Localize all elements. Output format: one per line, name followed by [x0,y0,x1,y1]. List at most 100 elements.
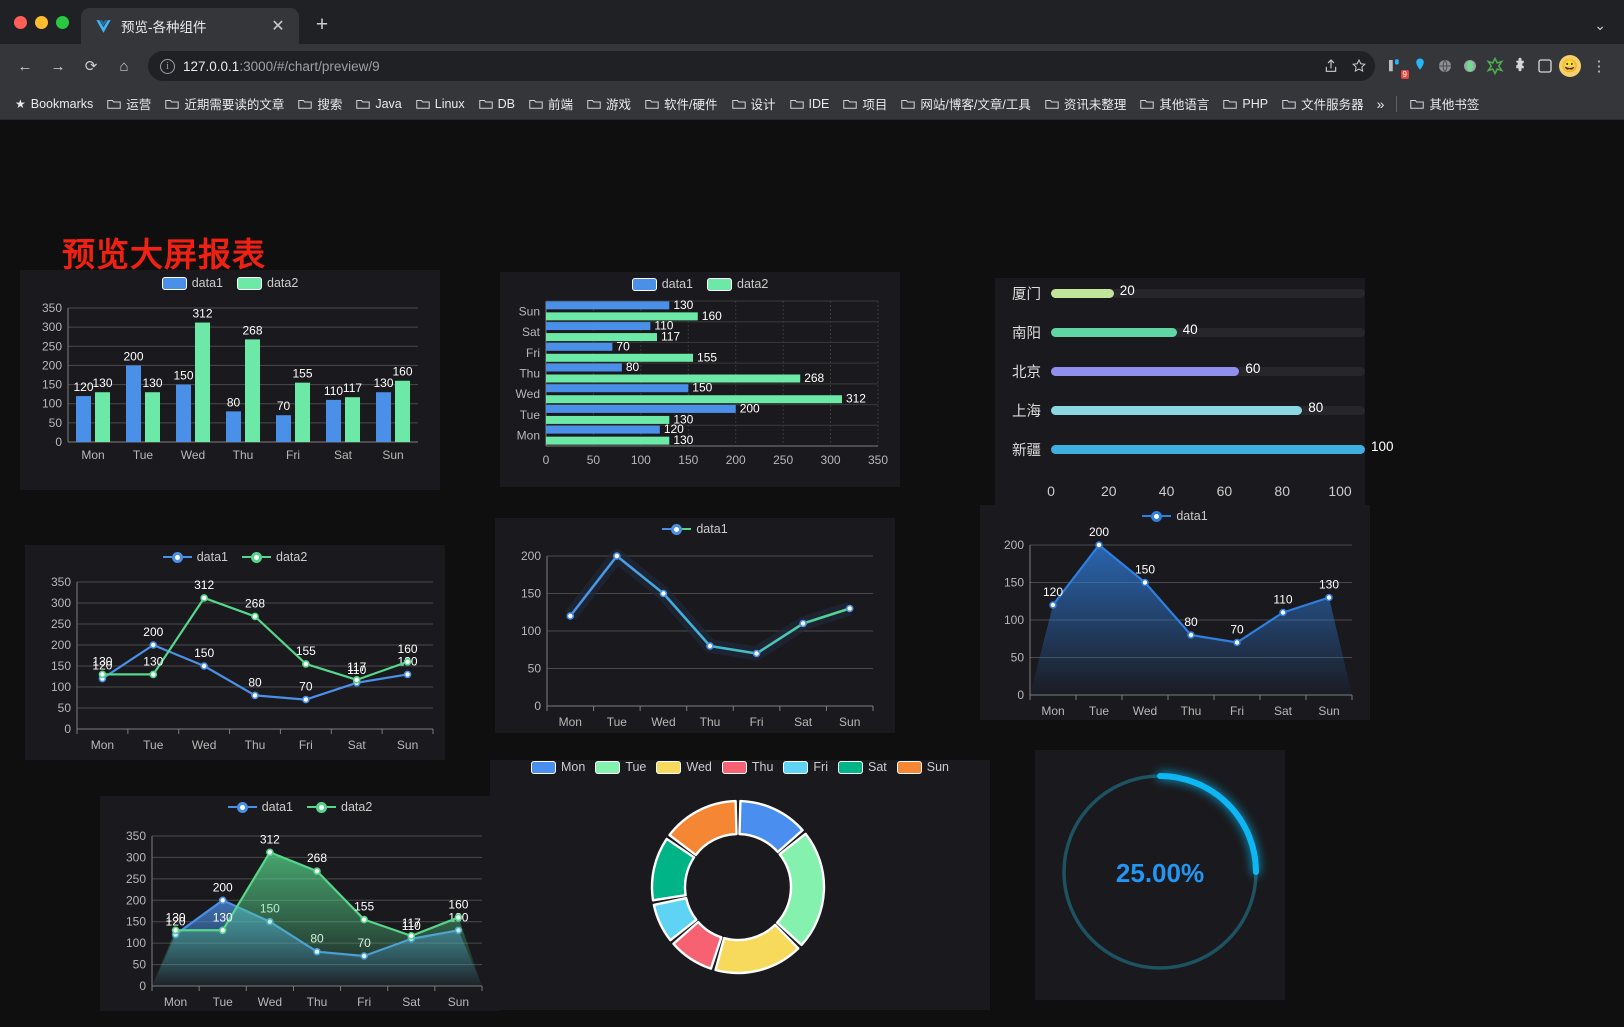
bar[interactable] [546,333,657,342]
bar[interactable] [546,312,698,321]
home-button[interactable]: ⌂ [119,57,129,75]
extension-badge-icon[interactable]: 9 [1384,55,1409,79]
data-point[interactable] [407,932,416,940]
bar[interactable] [546,415,670,424]
data-point[interactable] [302,660,310,668]
bar[interactable] [546,404,736,413]
bar[interactable] [546,395,842,404]
gauge-progress-arc[interactable] [1157,773,1259,875]
data-point[interactable] [799,619,807,628]
star-icon[interactable] [1351,58,1367,74]
data-point[interactable] [845,604,854,613]
pie-slice[interactable] [672,920,723,970]
bar[interactable] [546,425,660,434]
data-point[interactable] [149,641,158,649]
bar[interactable] [546,322,651,331]
puzzle-extensions-icon[interactable] [1509,55,1531,77]
legend-item[interactable]: Thu [721,760,773,774]
pin-extension-icon[interactable] [1409,55,1431,77]
bookmark-item[interactable]: 游戏 [580,91,638,116]
new-tab-button[interactable]: + [315,13,329,36]
bookmark-item[interactable]: 文件服务器 [1275,91,1371,116]
address-bar[interactable]: i 127.0.0.1:3000/#/chart/preview/9 [148,51,1375,81]
site-info-icon[interactable]: i [160,58,175,74]
chart-donut[interactable]: Mon Tue Wed Thu Fri Sat Sun [490,760,990,1010]
chart-area-single[interactable]: data1 0 50 100 150 200 Mon Tue Wed Thu Fri Sat Sun 1… [980,505,1370,720]
data-point[interactable] [251,612,259,621]
close-window-button[interactable] [14,15,27,29]
bar[interactable] [546,301,670,310]
maximize-window-button[interactable] [56,15,69,29]
browser-menu-button[interactable]: ⋮ [1591,58,1607,75]
bar[interactable] [195,322,210,442]
other-bookmarks-item[interactable]: 其他书签 [1403,91,1486,116]
legend-item[interactable]: Mon [530,760,585,774]
data-point[interactable] [706,642,714,650]
pie-slice[interactable] [714,923,800,975]
data-point[interactable] [1187,631,1195,639]
data-point[interactable] [352,676,361,684]
data-point[interactable] [200,594,208,602]
chart-bar-horizontal[interactable]: data1 data2 0 50 100 150 200 250 300 350 130 160 S… [500,272,900,487]
data-point[interactable] [403,670,412,679]
forward-button[interactable]: → [50,57,66,75]
data-point[interactable] [613,552,621,560]
data-point[interactable] [360,915,368,924]
data-point[interactable] [403,658,412,666]
bookmark-item[interactable]: 前端 [522,91,580,116]
bookmark-item[interactable]: 软件/硬件 [638,91,724,116]
chart-bar-vertical[interactable]: data1 data2 0 50 100 150 200 250 300 350 120 130 M… [20,270,440,490]
data-point[interactable] [752,649,761,658]
close-icon[interactable]: ✕ [271,18,285,35]
bar[interactable] [395,380,410,442]
bar[interactable] [226,411,241,442]
pie-slice[interactable] [650,837,696,902]
chart-line-gradient[interactable]: data1 0 50 100 150 200 Mon Tue Wed Thu Fri Sat Sun [495,518,895,733]
chart-gauge[interactable]: 25.00% [1035,750,1285,1000]
data-point[interactable] [200,662,208,670]
legend-item[interactable]: data2 [242,550,307,564]
data-point[interactable] [218,926,227,935]
data-point[interactable] [1279,608,1287,617]
bar[interactable] [546,374,801,383]
vue-devtools-extension-icon[interactable] [1484,55,1506,77]
legend-item[interactable]: Sat [838,760,887,774]
bookmark-item[interactable]: 搜索 [291,91,349,116]
legend-item[interactable]: data1 [631,277,693,291]
bookmark-item[interactable]: 其他语言 [1133,91,1216,116]
data-point[interactable] [1141,578,1149,587]
data-point[interactable] [1095,541,1103,549]
bookmarks-overflow-button[interactable]: » [1376,95,1385,112]
legend-item[interactable]: Tue [595,760,646,774]
bookmark-item[interactable]: 运营 [100,91,158,116]
pie-slice[interactable] [738,799,804,854]
bookmark-item[interactable]: 近期需要读的文章 [158,91,291,116]
bar[interactable] [276,415,291,442]
bookmark-item[interactable]: 设计 [725,91,783,116]
legend-item[interactable]: Sun [896,760,949,774]
bar[interactable] [176,384,191,442]
data-point[interactable] [454,913,463,922]
progress-row[interactable]: 上海 80 [995,399,1365,421]
sidepanel-icon[interactable] [1534,55,1556,77]
bookmark-item[interactable]: Linux [409,94,472,114]
bar[interactable] [245,339,260,442]
pie-slice[interactable] [668,799,738,857]
bar[interactable] [546,363,622,372]
legend-item[interactable]: data2 [237,276,298,290]
progress-row[interactable]: 新疆 100 [995,438,1394,460]
data-point[interactable] [1233,638,1241,647]
legend-item[interactable]: data2 [707,277,768,291]
data-point[interactable] [1049,601,1057,609]
data-point[interactable] [171,926,180,935]
bar[interactable] [345,397,360,442]
legend-item[interactable]: data1 [227,800,293,814]
minimize-window-button[interactable] [35,15,48,29]
legend-item[interactable]: data1 [162,550,228,564]
legend-item[interactable]: data1 [662,522,728,536]
bookmark-item[interactable]: 网站/博客/文章/工具 [894,91,1037,116]
data-point[interactable] [218,896,227,905]
data-point[interactable] [98,670,107,679]
bar[interactable] [546,353,694,362]
pie-slice[interactable] [775,832,826,947]
